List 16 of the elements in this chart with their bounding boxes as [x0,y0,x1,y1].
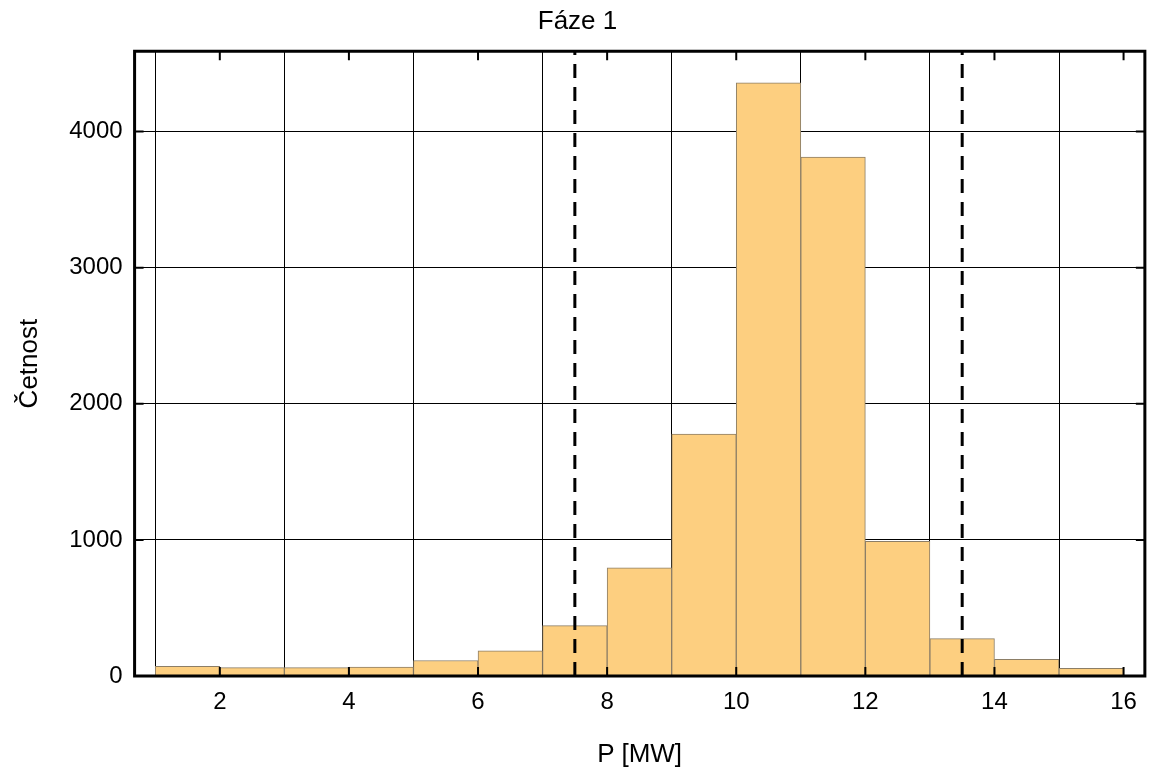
x-tick-label: 8 [600,687,614,715]
x-tick-label: 14 [981,687,1008,715]
y-tick-label: 3000 [69,252,123,280]
y-tick-label: 2000 [69,388,123,416]
chart-title: Fáze 1 [537,4,618,35]
y-axis-title: Četnost [12,318,43,409]
y-tick-label: 4000 [69,116,123,144]
x-tick-label: 10 [722,687,750,715]
y-tick-label: 0 [109,660,123,688]
x-tick-label: 12 [852,687,879,715]
y-tick-label: 1000 [69,524,123,552]
x-tick-label: 16 [1110,687,1137,715]
x-tick-label: 6 [471,687,485,715]
x-axis-title: P [MW] [597,737,683,768]
x-tick-label: 4 [342,687,356,715]
x-tick-label: 2 [213,687,227,715]
